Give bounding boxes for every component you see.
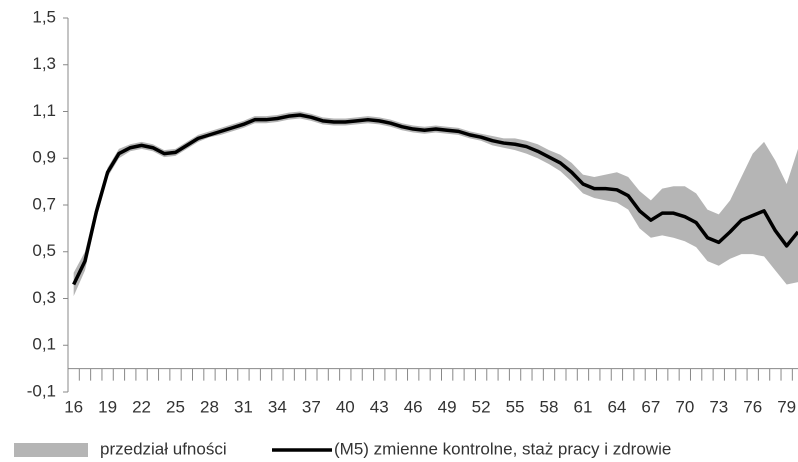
y-tick-label: 0,7 <box>32 194 56 213</box>
x-tick-label: 25 <box>166 397 185 416</box>
y-tick-label: -0,1 <box>27 381 56 400</box>
legend-label: przedział ufności <box>100 439 227 458</box>
x-tick-label: 73 <box>709 397 728 416</box>
x-tick-label: 19 <box>98 397 117 416</box>
y-tick-label: 0,9 <box>32 148 56 167</box>
y-tick-label: 1,5 <box>32 7 56 26</box>
legend-swatch <box>14 443 88 457</box>
x-tick-label: 52 <box>472 397 491 416</box>
legend-label: (M5) zmienne kontrolne, staż pracy i zdr… <box>334 439 671 458</box>
x-tick-label: 40 <box>336 397 355 416</box>
series-line <box>72 113 798 286</box>
x-tick-label: 76 <box>743 397 762 416</box>
y-tick-label: 1,3 <box>32 54 56 73</box>
x-tick-label: 46 <box>404 397 423 416</box>
y-tick-label: 0,3 <box>32 288 56 307</box>
x-tick-label: 64 <box>607 397 626 416</box>
x-tick-label: 79 <box>777 397 796 416</box>
x-tick-label: 58 <box>540 397 559 416</box>
x-tick-label: 70 <box>675 397 694 416</box>
y-tick-label: 0,5 <box>32 241 56 260</box>
x-tick-label: 61 <box>574 397 593 416</box>
x-tick-label: 22 <box>132 397 151 416</box>
y-tick-label: 1,1 <box>32 101 56 120</box>
x-tick-label: 67 <box>641 397 660 416</box>
x-tick-label: 31 <box>234 397 253 416</box>
x-tick-label: 49 <box>438 397 457 416</box>
x-tick-label: 16 <box>64 397 83 416</box>
x-tick-label: 28 <box>200 397 219 416</box>
x-tick-label: 37 <box>302 397 321 416</box>
x-tick-label: 34 <box>268 397 287 416</box>
x-tick-label: 55 <box>506 397 525 416</box>
x-tick-label: 43 <box>370 397 389 416</box>
y-tick-label: 0,1 <box>32 335 56 354</box>
confidence-band <box>73 111 798 297</box>
